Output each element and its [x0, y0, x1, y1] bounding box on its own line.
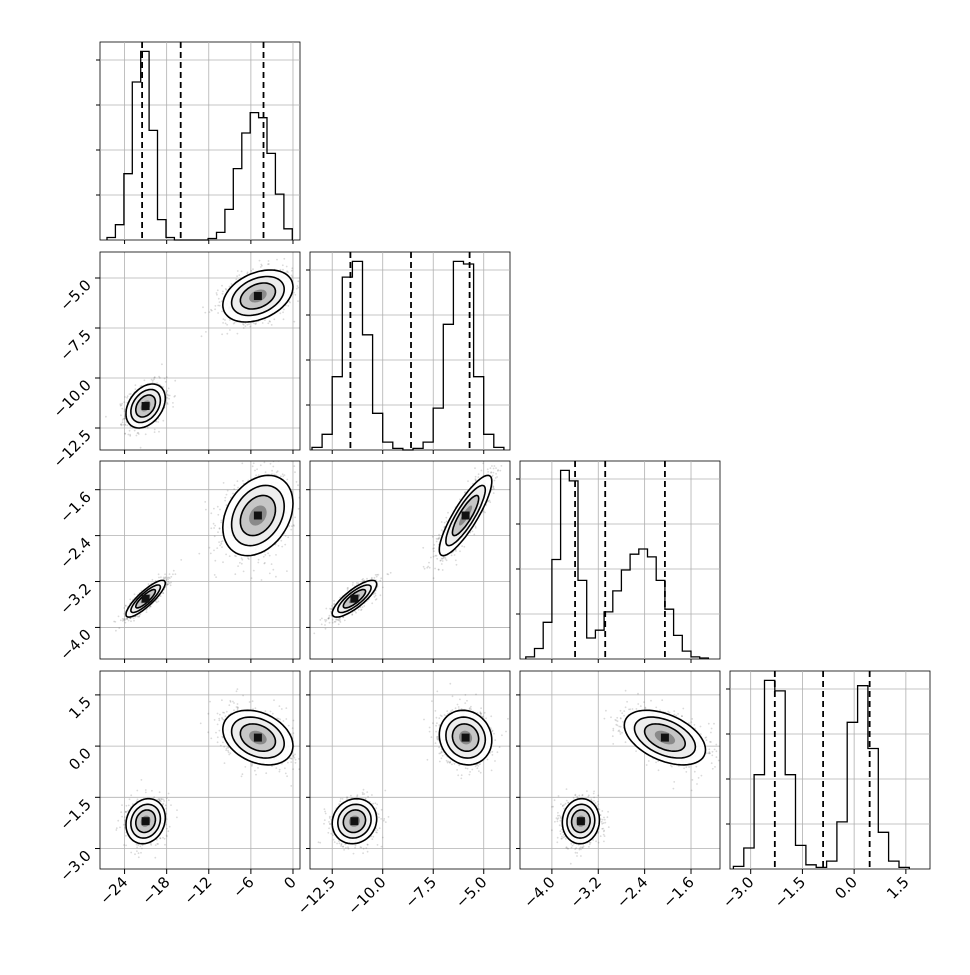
x-tick-label: −2.4 — [613, 873, 651, 911]
y-tick-label: −1.6 — [56, 488, 94, 526]
y-tick-label: −4.0 — [56, 626, 94, 664]
y-tick-label: −7.5 — [56, 326, 94, 364]
density-peak — [142, 595, 150, 603]
density-peak — [254, 292, 262, 300]
x-tick-label: 0 — [280, 873, 299, 892]
density-peak — [254, 512, 262, 520]
y-tick-label: −1.5 — [56, 795, 94, 833]
x-tick-label: 1.5 — [883, 873, 913, 903]
x-tick-label: −7.5 — [402, 873, 440, 911]
density-peak — [142, 402, 150, 410]
x-tick-label: −5.0 — [452, 873, 490, 911]
hist-frame — [100, 42, 300, 240]
density-peak — [462, 734, 470, 742]
y-tick-label: −3.2 — [56, 580, 94, 618]
hist-panel-0 — [96, 42, 300, 240]
x-tick-label: −24 — [96, 873, 131, 908]
x-tick-label: −12.5 — [294, 873, 339, 918]
x-tick-label: −18 — [138, 873, 173, 908]
density-peak — [661, 734, 669, 742]
scatter-panel-1-0 — [100, 252, 315, 456]
hist-panel-2 — [516, 461, 720, 659]
hist-panel-3 — [726, 671, 930, 869]
hist-panel-1 — [306, 252, 510, 450]
x-tick-label: −1.6 — [659, 873, 697, 911]
y-tick-label: −10.0 — [50, 376, 95, 421]
x-tick-label: −6 — [229, 873, 257, 901]
x-tick-label: 0.0 — [831, 873, 861, 903]
y-tick-label: −12.5 — [50, 426, 95, 471]
scatter-panel-2-1 — [310, 449, 510, 660]
y-tick-label: 0.0 — [65, 744, 95, 774]
density-peak — [350, 595, 358, 603]
panel-bg — [100, 671, 300, 869]
scatter-panel-3-2 — [520, 671, 723, 869]
x-tick-label: −1.5 — [771, 873, 809, 911]
density-peak — [462, 512, 470, 520]
hist-frame — [730, 671, 930, 869]
x-tick-label: −12 — [181, 873, 216, 908]
panel-bg — [520, 671, 720, 869]
hist-frame — [520, 461, 720, 659]
scatter-panel-3-1 — [310, 671, 510, 869]
density-peak — [254, 734, 262, 742]
scatter-panel-2-0 — [100, 449, 305, 659]
x-tick-label: −3.0 — [719, 873, 757, 911]
density-peak — [350, 817, 358, 825]
y-tick-label: −5.0 — [56, 276, 94, 314]
density-peak — [577, 817, 585, 825]
x-tick-label: −4.0 — [520, 873, 558, 911]
hist-frame — [310, 252, 510, 450]
y-tick-label: 1.5 — [65, 693, 95, 723]
scatter-panel-3-0 — [100, 671, 317, 869]
x-tick-label: −10.0 — [344, 873, 389, 918]
y-tick-label: −2.4 — [56, 534, 94, 572]
x-tick-label: −3.2 — [567, 873, 605, 911]
density-peak — [142, 817, 150, 825]
y-tick-label: −3.0 — [56, 847, 94, 885]
